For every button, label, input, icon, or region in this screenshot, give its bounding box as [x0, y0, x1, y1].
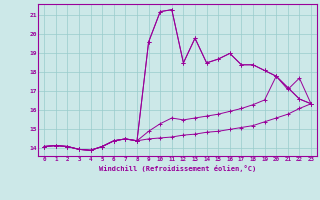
X-axis label: Windchill (Refroidissement éolien,°C): Windchill (Refroidissement éolien,°C) — [99, 165, 256, 172]
